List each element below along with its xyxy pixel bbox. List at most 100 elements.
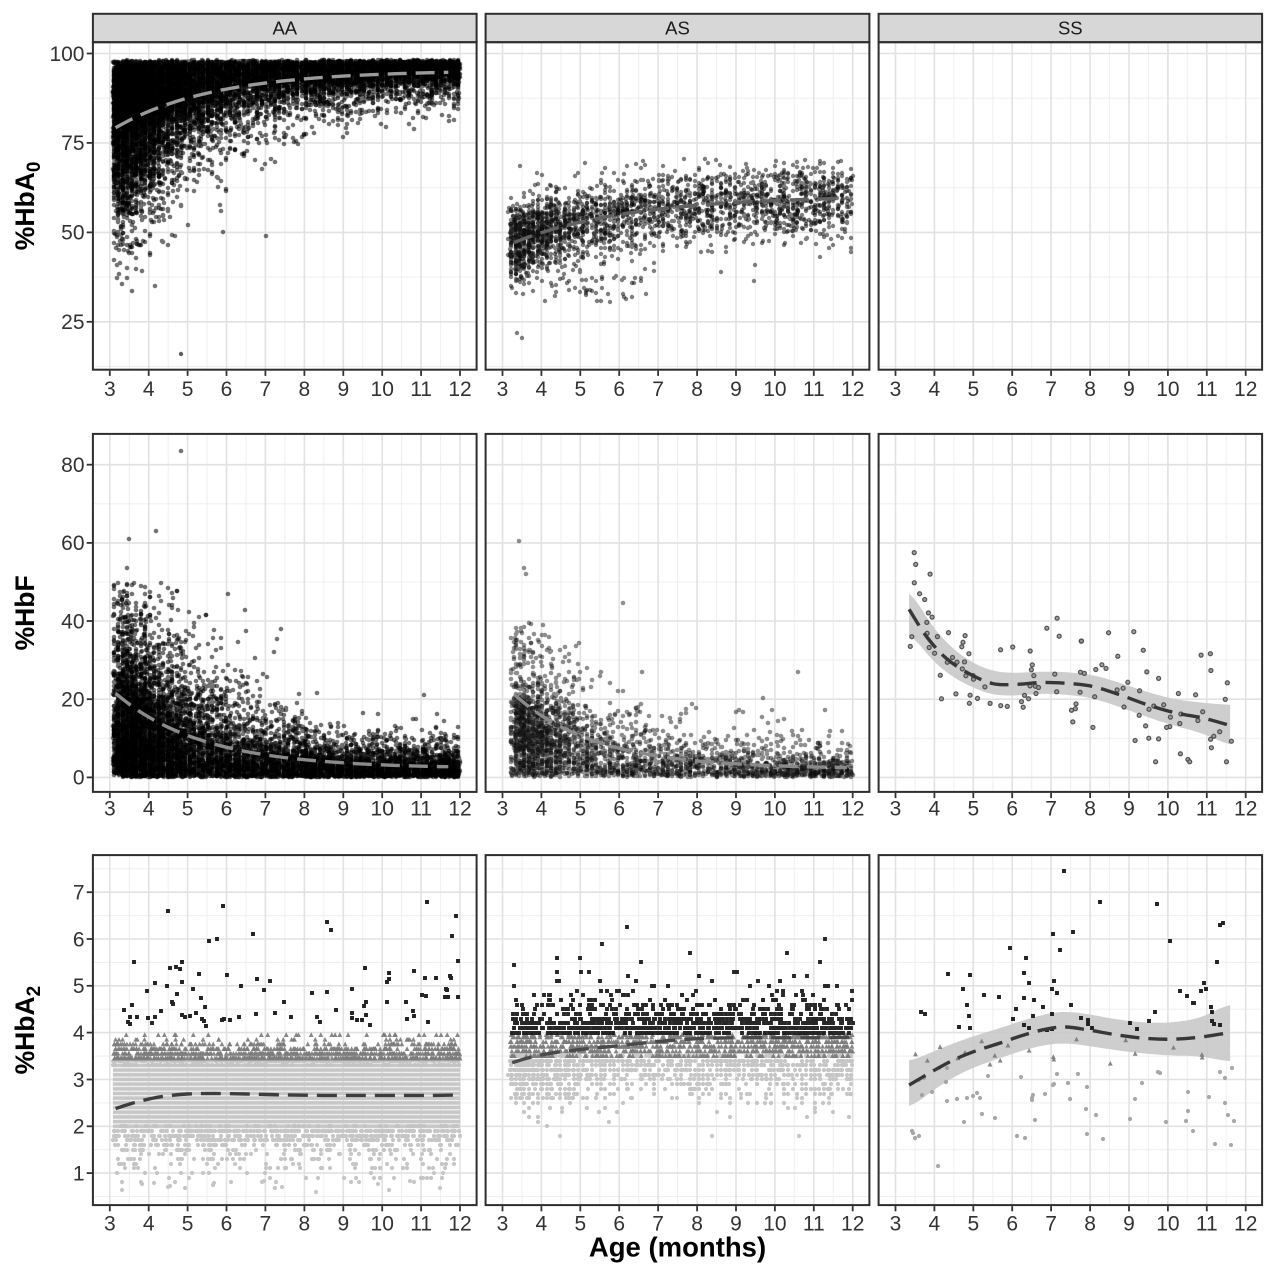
svg-text:25: 25 xyxy=(61,311,84,334)
svg-text:8: 8 xyxy=(1084,1212,1096,1235)
svg-text:9: 9 xyxy=(337,798,349,821)
svg-text:3: 3 xyxy=(890,378,902,401)
svg-text:3: 3 xyxy=(497,378,509,401)
svg-text:11: 11 xyxy=(1196,378,1218,401)
svg-text:6: 6 xyxy=(73,928,85,951)
svg-text:8: 8 xyxy=(299,1212,311,1235)
svg-text:3: 3 xyxy=(497,798,509,821)
svg-text:5: 5 xyxy=(967,1212,979,1235)
svg-text:8: 8 xyxy=(1084,798,1096,821)
svg-text:7: 7 xyxy=(1045,378,1057,401)
svg-text:5: 5 xyxy=(182,798,194,821)
svg-text:3: 3 xyxy=(73,1069,85,1092)
svg-text:9: 9 xyxy=(730,798,742,821)
svg-text:7: 7 xyxy=(652,378,664,401)
svg-text:11: 11 xyxy=(803,798,825,821)
svg-text:5: 5 xyxy=(574,1212,586,1235)
svg-text:9: 9 xyxy=(730,1212,742,1235)
svg-text:20: 20 xyxy=(61,689,84,712)
svg-text:2: 2 xyxy=(73,1116,85,1139)
svg-text:3: 3 xyxy=(890,798,902,821)
svg-text:10: 10 xyxy=(1156,378,1179,401)
svg-text:6: 6 xyxy=(221,1212,233,1235)
svg-text:1: 1 xyxy=(73,1162,85,1185)
svg-text:8: 8 xyxy=(299,378,311,401)
svg-text:12: 12 xyxy=(1234,798,1257,821)
svg-text:10: 10 xyxy=(371,1212,394,1235)
svg-text:10: 10 xyxy=(763,798,786,821)
svg-text:10: 10 xyxy=(763,1212,786,1235)
svg-text:75: 75 xyxy=(61,132,84,155)
svg-text:5: 5 xyxy=(574,378,586,401)
svg-text:12: 12 xyxy=(841,378,864,401)
svg-text:40: 40 xyxy=(61,610,84,633)
svg-text:SS: SS xyxy=(1058,18,1083,39)
svg-text:4: 4 xyxy=(929,1212,941,1235)
svg-text:4: 4 xyxy=(929,798,941,821)
svg-text:12: 12 xyxy=(1234,1212,1257,1235)
svg-text:3: 3 xyxy=(104,798,116,821)
svg-text:4: 4 xyxy=(536,798,548,821)
svg-text:9: 9 xyxy=(1123,798,1135,821)
svg-text:9: 9 xyxy=(1123,378,1135,401)
svg-text:7: 7 xyxy=(73,882,85,905)
svg-text:8: 8 xyxy=(691,798,703,821)
svg-text:8: 8 xyxy=(691,1212,703,1235)
svg-text:8: 8 xyxy=(1084,378,1096,401)
svg-text:7: 7 xyxy=(652,798,664,821)
svg-text:11: 11 xyxy=(410,378,432,401)
svg-text:10: 10 xyxy=(763,378,786,401)
svg-text:6: 6 xyxy=(1006,1212,1018,1235)
svg-text:5: 5 xyxy=(182,1212,194,1235)
svg-text:4: 4 xyxy=(143,378,155,401)
svg-text:6: 6 xyxy=(1006,798,1018,821)
svg-text:4: 4 xyxy=(143,1212,155,1235)
svg-text:7: 7 xyxy=(1045,798,1057,821)
svg-text:8: 8 xyxy=(691,378,703,401)
svg-text:6: 6 xyxy=(613,1212,625,1235)
svg-text:0: 0 xyxy=(73,767,85,790)
svg-text:%HbF: %HbF xyxy=(10,575,40,650)
svg-text:10: 10 xyxy=(1156,798,1179,821)
svg-text:11: 11 xyxy=(1196,1212,1218,1235)
svg-text:12: 12 xyxy=(841,1212,864,1235)
svg-text:AA: AA xyxy=(272,18,297,39)
svg-text:%HbA0: %HbA0 xyxy=(10,162,45,251)
svg-text:10: 10 xyxy=(1156,1212,1179,1235)
svg-text:4: 4 xyxy=(143,798,155,821)
svg-text:12: 12 xyxy=(841,798,864,821)
svg-text:12: 12 xyxy=(448,798,471,821)
svg-text:12: 12 xyxy=(448,378,471,401)
svg-text:5: 5 xyxy=(967,798,979,821)
svg-text:5: 5 xyxy=(73,975,85,998)
svg-text:4: 4 xyxy=(536,1212,548,1235)
svg-text:3: 3 xyxy=(497,1212,509,1235)
svg-text:11: 11 xyxy=(410,1212,432,1235)
svg-text:9: 9 xyxy=(730,378,742,401)
svg-text:10: 10 xyxy=(371,798,394,821)
svg-text:6: 6 xyxy=(613,798,625,821)
svg-text:9: 9 xyxy=(1123,1212,1135,1235)
svg-text:7: 7 xyxy=(260,378,272,401)
svg-text:4: 4 xyxy=(536,378,548,401)
svg-text:9: 9 xyxy=(337,378,349,401)
svg-text:6: 6 xyxy=(221,798,233,821)
svg-text:3: 3 xyxy=(104,1212,116,1235)
svg-text:AS: AS xyxy=(665,18,690,39)
svg-text:12: 12 xyxy=(448,1212,471,1235)
svg-text:3: 3 xyxy=(104,378,116,401)
svg-text:9: 9 xyxy=(337,1212,349,1235)
svg-text:5: 5 xyxy=(967,378,979,401)
svg-text:10: 10 xyxy=(371,378,394,401)
svg-text:11: 11 xyxy=(410,798,432,821)
svg-text:7: 7 xyxy=(260,798,272,821)
svg-text:7: 7 xyxy=(1045,1212,1057,1235)
svg-text:80: 80 xyxy=(61,454,84,477)
svg-text:6: 6 xyxy=(613,378,625,401)
svg-text:60: 60 xyxy=(61,532,84,555)
svg-text:5: 5 xyxy=(574,798,586,821)
svg-text:Age (months): Age (months) xyxy=(589,1232,766,1263)
svg-text:6: 6 xyxy=(1006,378,1018,401)
svg-text:11: 11 xyxy=(803,1212,825,1235)
svg-text:4: 4 xyxy=(73,1022,85,1045)
